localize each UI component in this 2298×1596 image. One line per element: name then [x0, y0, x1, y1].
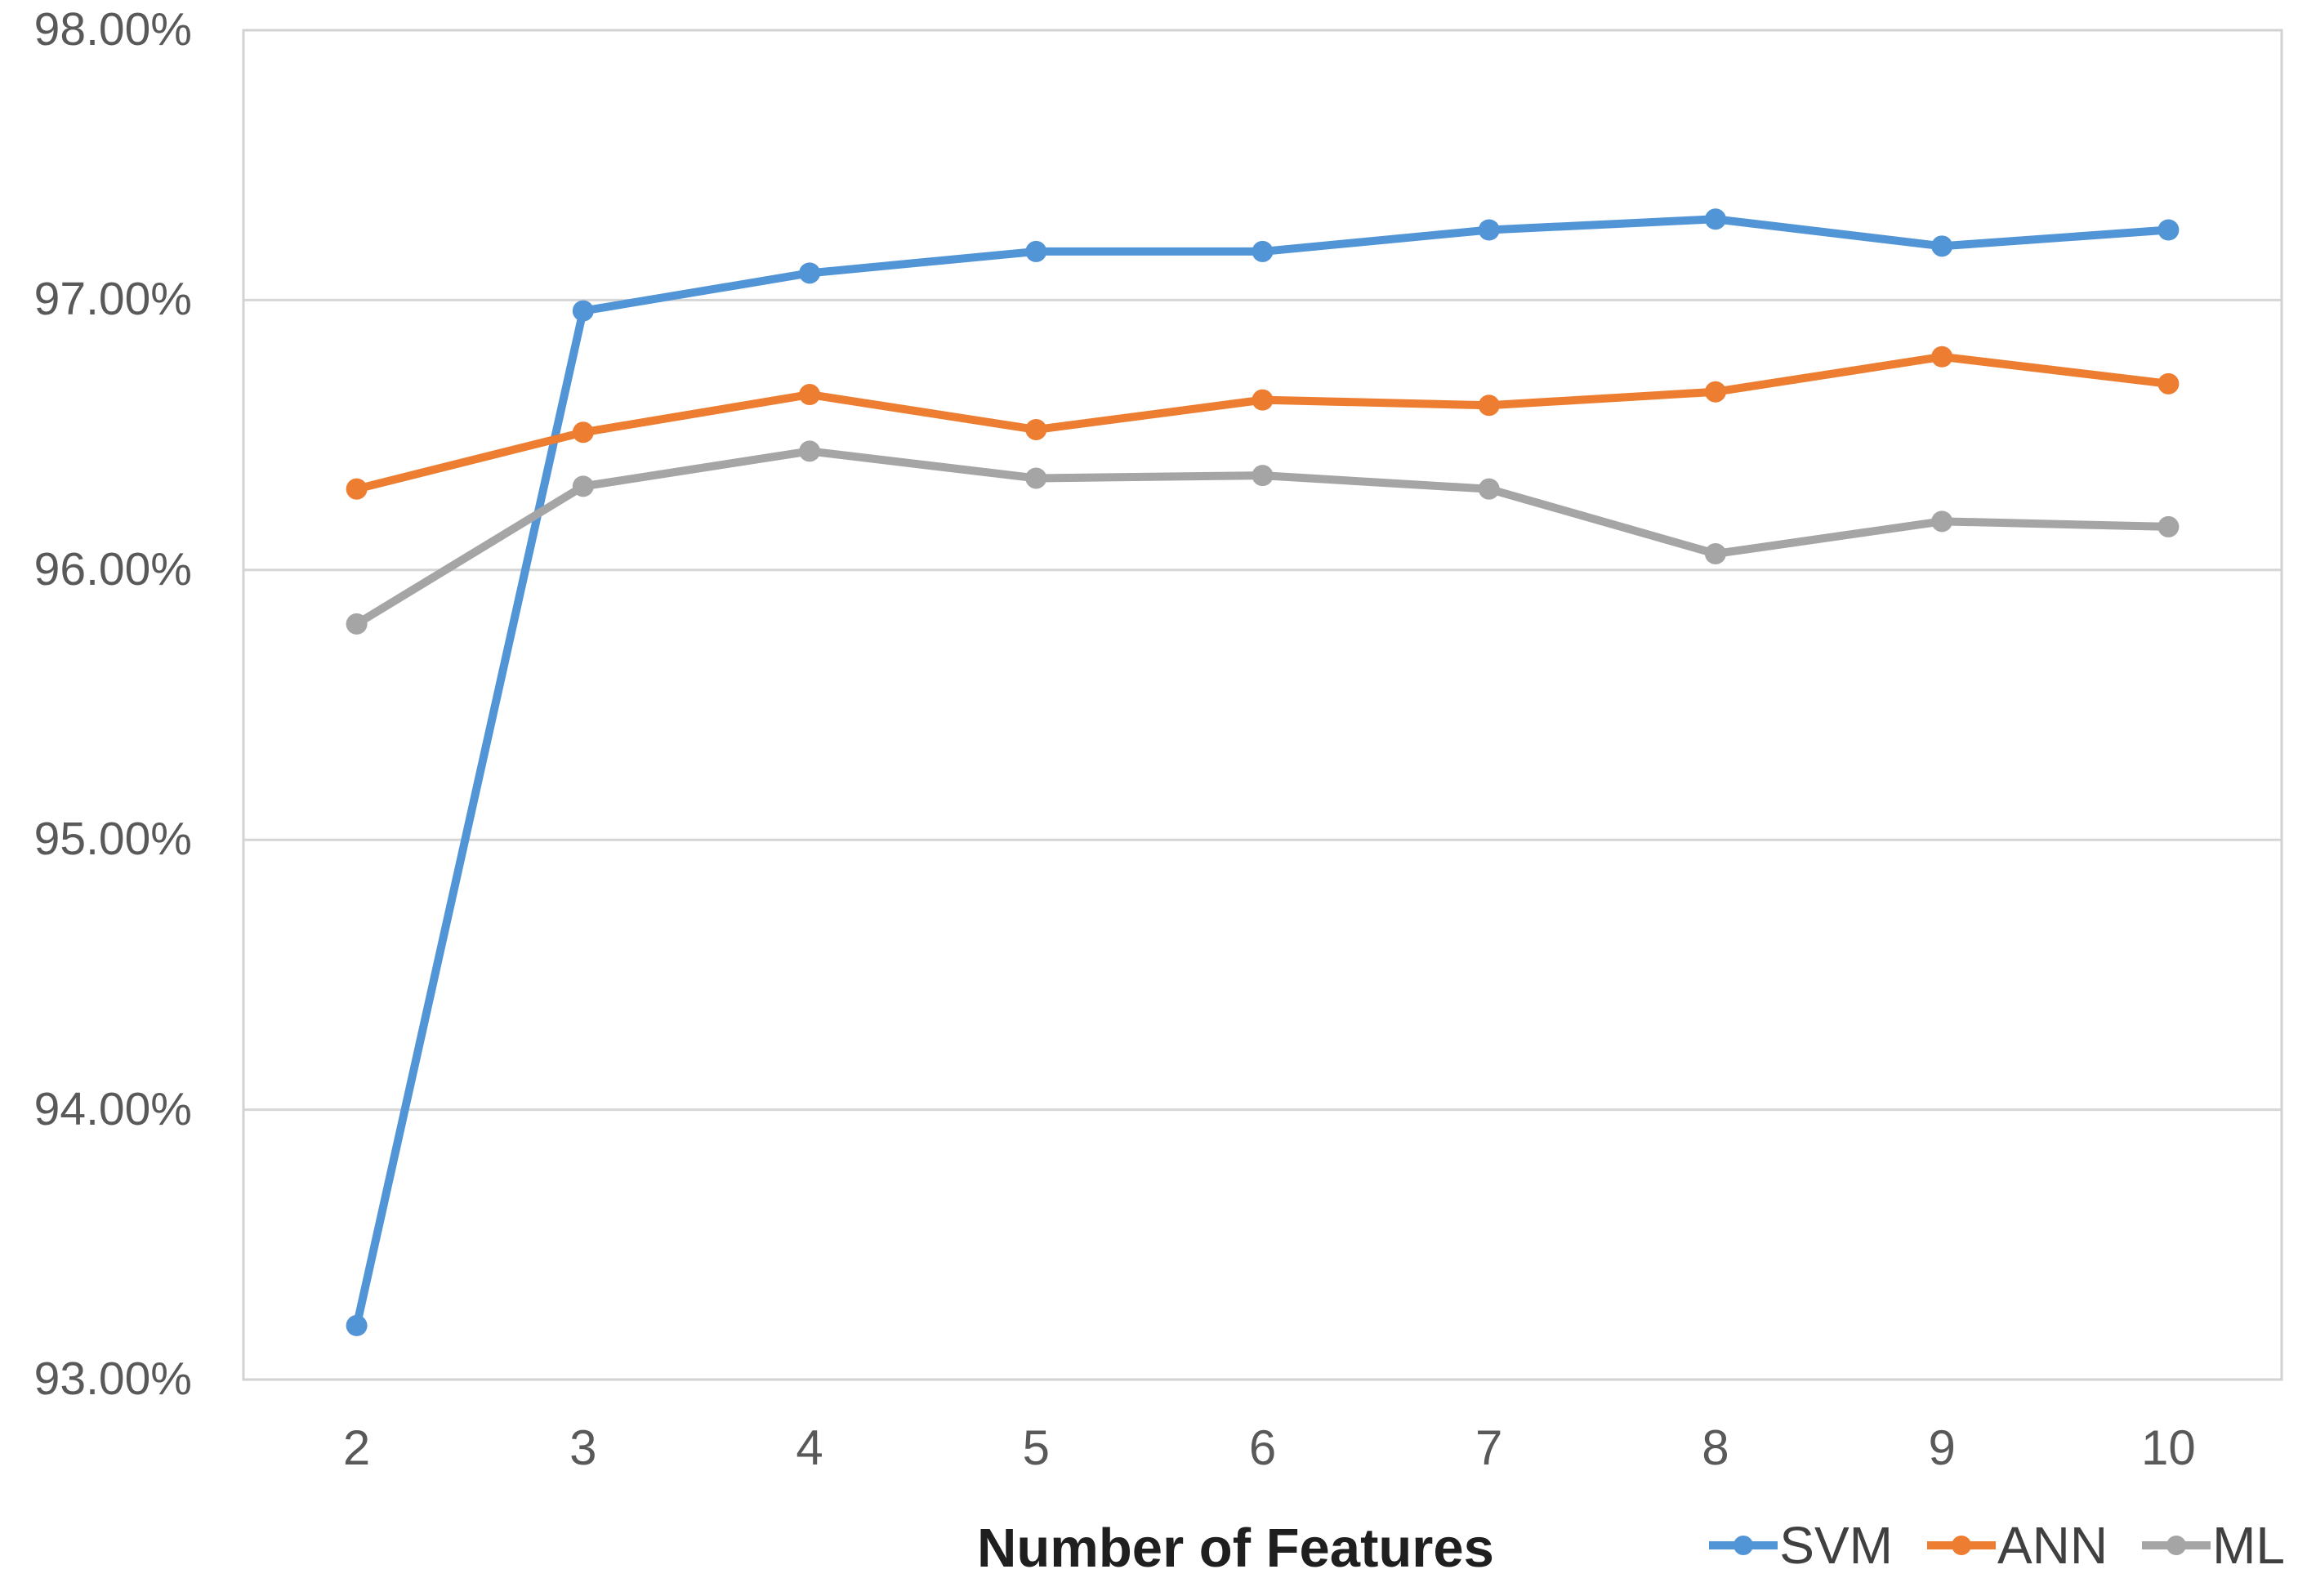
legend-label: ML: [2212, 1516, 2285, 1575]
data-point-marker-svm: [1252, 240, 1274, 262]
data-point-marker-ml: [2157, 515, 2180, 537]
series-line-svm: [352, 215, 2173, 1330]
legend-label: ANN: [1997, 1516, 2108, 1575]
data-point-marker-ml: [1931, 510, 1953, 533]
data-point-marker-ann: [2157, 372, 2180, 395]
x-axis-tick-label: 9: [1928, 1420, 1956, 1475]
y-axis-tick-label: 93.00%: [33, 1353, 192, 1405]
data-point-marker-svm: [1704, 208, 1726, 230]
x-axis-tick-label: 7: [1475, 1420, 1503, 1475]
y-axis-tick-label: 96.00%: [33, 542, 192, 595]
data-point-marker-ann: [1704, 381, 1726, 403]
legend-marker-icon: [1709, 1536, 1778, 1555]
data-point-marker-ml: [572, 475, 594, 497]
data-point-marker-svm: [799, 262, 821, 284]
data-point-marker-ann: [572, 421, 594, 444]
data-point-marker-svm: [1025, 240, 1047, 262]
data-point-marker-ann: [1478, 395, 1500, 417]
data-point-marker-ml: [1478, 478, 1500, 500]
y-axis-tick-label: 97.00%: [33, 273, 192, 326]
x-axis-tick-label: 8: [1702, 1420, 1729, 1475]
x-axis-tick-label: 10: [2141, 1420, 2196, 1475]
data-point-marker-ml: [1704, 542, 1726, 564]
data-point-marker-ml: [1252, 465, 1274, 487]
data-point-marker-ml: [799, 440, 821, 462]
x-axis-tick-label: 2: [342, 1420, 371, 1475]
data-point-marker-svm: [1931, 235, 1953, 257]
x-axis-tick-label: 6: [1248, 1420, 1277, 1475]
data-point-marker-ml: [1025, 467, 1047, 489]
x-axis-tick-label: 5: [1022, 1420, 1050, 1475]
data-point-marker-svm: [1478, 219, 1500, 241]
data-point-marker-ann: [1025, 418, 1047, 440]
legend-item-ml[interactable]: ML: [2142, 1519, 2285, 1571]
y-axis-tick-label: 94.00%: [33, 1082, 192, 1135]
y-axis-tick-label: 95.00%: [33, 813, 192, 866]
legend-item-svm[interactable]: SVM: [1709, 1519, 1893, 1571]
data-point-marker-svm: [2157, 219, 2180, 241]
data-point-marker-ann: [1252, 389, 1274, 411]
data-point-marker-ann: [346, 478, 368, 500]
legend-marker-icon: [2142, 1536, 2211, 1555]
legend-marker-icon: [1926, 1536, 1996, 1555]
y-axis-tick-label: 98.00%: [33, 3, 192, 56]
x-axis-title: Number of Features: [977, 1518, 1494, 1579]
data-point-marker-ann: [799, 384, 821, 406]
plot-border: [242, 29, 2283, 1381]
x-axis-tick-label: 3: [569, 1420, 597, 1475]
data-point-marker-ml: [346, 613, 368, 635]
legend-item-ann[interactable]: ANN: [1926, 1516, 2108, 1575]
legend: SVM ANN ML: [1709, 1519, 2285, 1571]
data-point-marker-svm: [572, 300, 594, 322]
x-axis-tick-label: 4: [796, 1420, 823, 1475]
data-point-marker-ann: [1931, 346, 1953, 368]
legend-label: SVM: [1779, 1516, 1893, 1575]
data-point-marker-svm: [346, 1314, 368, 1336]
